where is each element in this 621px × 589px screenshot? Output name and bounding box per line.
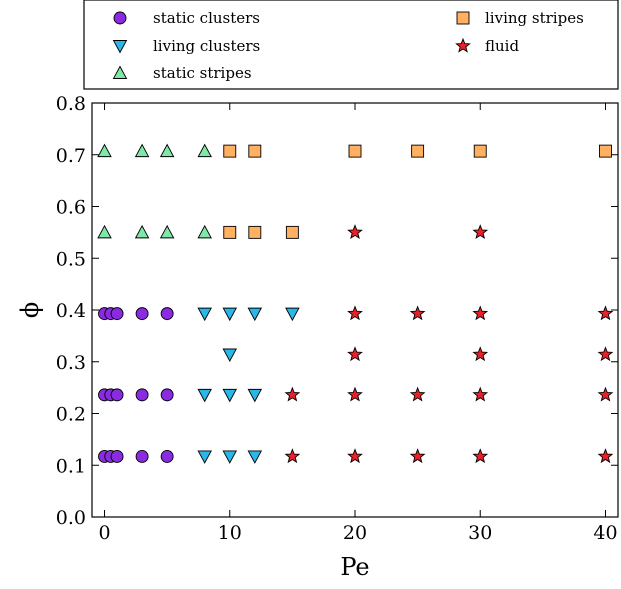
y-tick-label: 0.1 xyxy=(56,455,86,477)
data-point xyxy=(284,386,301,402)
data-point xyxy=(347,305,363,321)
legend-marker xyxy=(113,11,127,25)
data-point xyxy=(197,450,212,464)
data-point xyxy=(347,346,363,362)
data-point xyxy=(135,450,149,463)
data-point xyxy=(347,448,363,464)
data-point xyxy=(160,307,174,321)
data-point xyxy=(597,448,614,464)
data-point xyxy=(347,224,363,240)
data-point xyxy=(248,144,262,158)
data-point xyxy=(160,388,174,402)
data-point xyxy=(97,224,112,239)
axis-ticks: 0 10 20 30 40 0.0 0.1 0.2 0.3 0.4 0.5 0.6 0.7 0.8 xyxy=(56,93,618,544)
data-point xyxy=(247,450,263,464)
legend-label: static stripes xyxy=(153,64,252,82)
legend-item: static clusters xyxy=(113,9,260,27)
data-point xyxy=(347,386,363,402)
data-point xyxy=(409,305,426,321)
data-point xyxy=(197,388,212,403)
data-point xyxy=(159,224,175,239)
y-tick-label: 0.6 xyxy=(56,197,86,219)
data-point xyxy=(222,450,238,464)
x-axis-label: Pe xyxy=(340,553,369,581)
data-point xyxy=(135,388,149,402)
data-point xyxy=(197,224,212,239)
legend-label: static clusters xyxy=(153,9,260,27)
data-point xyxy=(197,307,212,322)
legend-marker xyxy=(112,65,128,79)
data-point xyxy=(247,307,263,322)
data-points xyxy=(97,143,614,464)
data-point xyxy=(110,307,124,321)
legend-item: fluid xyxy=(455,37,519,55)
data-point xyxy=(599,144,612,158)
data-point xyxy=(247,388,263,403)
data-point xyxy=(472,346,489,362)
data-point xyxy=(284,448,301,464)
series-static-stripes xyxy=(97,143,212,239)
y-tick-label: 0.3 xyxy=(56,352,86,374)
y-tick-label: 0.5 xyxy=(56,248,86,270)
data-point xyxy=(110,450,124,463)
data-point xyxy=(134,143,150,158)
y-axis-label: ϕ xyxy=(16,302,44,318)
data-point xyxy=(160,450,174,463)
x-tick-label: 0 xyxy=(98,522,110,544)
data-point xyxy=(285,225,299,239)
legend-marker xyxy=(112,40,128,54)
data-point xyxy=(223,225,237,239)
data-point xyxy=(159,143,175,158)
series-static-clusters xyxy=(98,307,174,463)
legend-marker xyxy=(456,11,470,25)
y-tick-label: 0.4 xyxy=(56,300,86,322)
y-tick-label: 0.8 xyxy=(56,93,86,115)
data-point xyxy=(223,144,237,158)
x-tick-label: 40 xyxy=(593,522,617,544)
data-point xyxy=(409,448,426,464)
y-tick-label: 0.7 xyxy=(56,145,86,167)
data-point xyxy=(285,307,300,322)
data-point xyxy=(472,224,489,240)
legend-label: fluid xyxy=(485,37,519,55)
legend-marker xyxy=(455,37,471,53)
data-point xyxy=(472,305,489,321)
legend-item: living stripes xyxy=(456,9,584,27)
data-point xyxy=(472,448,489,464)
data-point xyxy=(411,144,425,158)
y-tick-label: 0.0 xyxy=(56,507,86,529)
data-point xyxy=(222,307,238,322)
legend-item: living clusters xyxy=(112,37,260,55)
data-point xyxy=(597,386,614,402)
data-point xyxy=(472,386,489,402)
x-tick-label: 20 xyxy=(343,522,367,544)
plot-frame xyxy=(91,102,619,518)
legend-box xyxy=(83,0,619,90)
data-point xyxy=(473,144,487,158)
x-tick-label: 30 xyxy=(468,522,492,544)
data-point xyxy=(222,348,238,362)
data-point xyxy=(597,305,614,321)
data-point xyxy=(222,388,238,403)
series-living-stripes xyxy=(223,144,612,239)
x-tick-label: 10 xyxy=(218,522,242,544)
data-point xyxy=(348,144,362,158)
data-point xyxy=(597,346,614,362)
series-fluid xyxy=(284,224,614,464)
data-point xyxy=(110,388,124,402)
data-point xyxy=(97,143,112,158)
data-point xyxy=(135,307,149,321)
y-tick-label: 0.2 xyxy=(56,404,86,426)
legend-item: static stripes xyxy=(112,64,252,82)
series-living-clusters xyxy=(197,307,300,464)
legend-label: living clusters xyxy=(153,37,260,55)
legend: static clusters living clusters static str… xyxy=(112,9,584,82)
legend-label: living stripes xyxy=(485,9,584,27)
data-point xyxy=(197,143,212,158)
data-point xyxy=(409,386,426,402)
data-point xyxy=(248,225,262,239)
data-point xyxy=(134,224,150,239)
